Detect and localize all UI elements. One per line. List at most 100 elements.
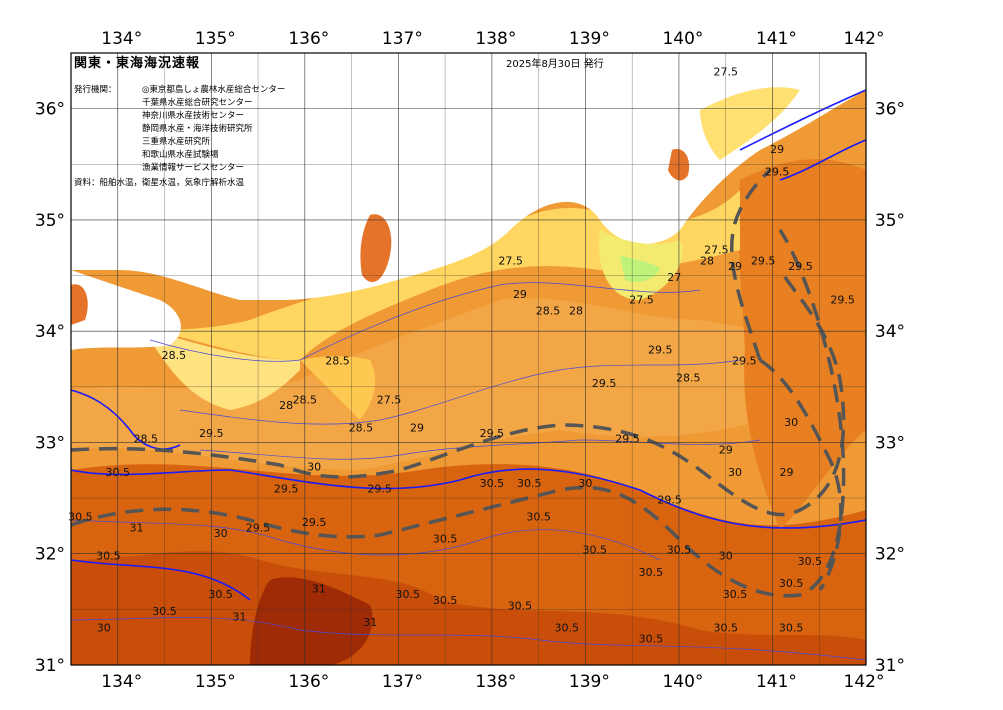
isotherm-label: 27.5 <box>713 65 738 78</box>
latitude-label: 33° <box>875 433 905 453</box>
isotherm-label: 28.5 <box>293 394 318 407</box>
isotherm-label: 28.5 <box>536 304 561 317</box>
isotherm-label: 28 <box>700 254 714 267</box>
issuer-list: 発行機関： ◎東京都島しょ農林水産総合センター 千葉県水産総合研究センター 神奈川県水… <box>74 84 285 175</box>
isotherm-label: 30 <box>578 477 592 490</box>
issuer-indent <box>74 136 142 149</box>
isotherm-label: 31 <box>129 521 143 534</box>
isotherm-label: 27.5 <box>498 254 523 267</box>
longitude-label: 142° <box>844 672 885 692</box>
isotherm-label: 29.5 <box>788 260 813 273</box>
isotherm-label: 27.5 <box>377 394 402 407</box>
isotherm-label: 31 <box>363 616 377 629</box>
issuer-indent <box>74 110 142 123</box>
issuer-name: 千葉県水産総合研究センター <box>142 98 253 108</box>
latitude-label: 31° <box>875 656 905 676</box>
isotherm-label: 30.5 <box>526 510 551 523</box>
latitude-label: 35° <box>35 211 65 231</box>
isotherm-label: 30.5 <box>208 588 233 601</box>
longitude-label: 141° <box>756 29 797 49</box>
issue-date: 2025年8月30日 発行 <box>506 59 604 70</box>
isotherm-label: 30.5 <box>667 544 692 557</box>
issuer-row: 静岡県水産・海洋技術研究所 <box>74 123 285 136</box>
issuer-row: 神奈川県水産技術センター <box>74 110 285 123</box>
issuer-indent <box>74 149 142 162</box>
issuer-indent <box>74 162 142 175</box>
longitude-label: 135° <box>195 29 236 49</box>
longitude-label: 139° <box>569 672 610 692</box>
isotherm-label: 28.5 <box>134 432 159 445</box>
isotherm-label: 30 <box>97 622 111 635</box>
latitude-label: 34° <box>35 322 65 342</box>
longitude-label: 140° <box>662 672 703 692</box>
issuer-name: ◎東京都島しょ農林水産総合センター <box>142 85 286 95</box>
isotherm-label: 30 <box>784 416 798 429</box>
isotherm-label: 29 <box>770 143 784 156</box>
isotherm-label: 30.5 <box>106 466 131 479</box>
isotherm-label: 29.5 <box>648 343 673 356</box>
isotherm-label: 29.5 <box>592 377 617 390</box>
issuer-label: 発行機関： <box>74 85 117 95</box>
longitude-label: 136° <box>288 29 329 49</box>
latitude-labels-right: 31° 32° 33° 34° 35° 36° <box>875 100 905 676</box>
isotherm-label: 30.5 <box>68 510 93 523</box>
longitude-label: 140° <box>662 29 703 49</box>
isotherm-label: 30.5 <box>713 622 738 635</box>
issuer-row: 漁業情報サービスセンター <box>74 162 285 175</box>
latitude-label: 31° <box>35 656 65 676</box>
isotherm-label: 31 <box>312 583 326 596</box>
issuer-name: 三重県水産研究所 <box>142 137 211 147</box>
isotherm-label: 28.5 <box>676 371 701 384</box>
isotherm-label: 30.5 <box>508 599 533 612</box>
isotherm-label: 29.5 <box>615 432 640 445</box>
coastline-lines <box>71 89 866 601</box>
latitude-label: 32° <box>875 545 905 565</box>
map-border <box>70 52 867 666</box>
latitude-label: 32° <box>35 545 65 565</box>
isotherm-label: 30.5 <box>723 588 748 601</box>
isotherm-label: 29 <box>410 421 424 434</box>
isotherm-label: 29 <box>513 288 527 301</box>
isotherm-label: 30.5 <box>554 622 579 635</box>
isotherm-label: 30.5 <box>480 477 505 490</box>
longitude-label: 138° <box>475 29 516 49</box>
isotherm-label: 30.5 <box>152 605 177 618</box>
issuer-row: 千葉県水産総合研究センター <box>74 97 285 110</box>
issuer-indent <box>74 123 142 136</box>
temperature-field <box>71 53 866 665</box>
isotherm-label: 30.5 <box>433 594 458 607</box>
isotherm-label: 28 <box>569 304 583 317</box>
isotherm-label: 30.5 <box>583 544 608 557</box>
isotherm-label: 30.5 <box>639 566 664 579</box>
latitude-label: 33° <box>35 433 65 453</box>
isotherm-label: 30 <box>719 549 733 562</box>
isotherm-label: 30.5 <box>798 555 823 568</box>
longitude-label: 141° <box>756 672 797 692</box>
isotherm-label: 28.5 <box>349 421 374 434</box>
longitude-label: 142° <box>844 29 885 49</box>
isotherm-labels: 27.5 29 28.5 28 27.5 27 28.5 28.5 28.5 28.5 27.5 28… <box>68 65 855 645</box>
isotherm-label: 29.5 <box>751 254 776 267</box>
isotherm-label: 30.5 <box>779 622 804 635</box>
issuer-indent <box>74 97 142 110</box>
longitude-label: 137° <box>382 672 423 692</box>
isotherm-label: 29.5 <box>765 165 790 178</box>
longitude-label: 137° <box>382 29 423 49</box>
issuer-name: 神奈川県水産技術センター <box>142 111 245 121</box>
isotherm-label: 29.5 <box>274 483 299 496</box>
isotherm-lines <box>71 282 866 661</box>
latitude-label: 36° <box>35 100 65 120</box>
isotherm-label: 29.5 <box>732 355 757 368</box>
isotherm-label: 30.5 <box>96 549 121 562</box>
issuer-name: 和歌山県水産試験場 <box>142 150 219 160</box>
isotherm-label: 31 <box>232 610 246 623</box>
isotherm-label: 30.5 <box>433 533 458 546</box>
isotherm-label: 29.5 <box>199 427 224 440</box>
isotherm-label: 29.5 <box>657 494 682 507</box>
isotherm-label: 29.5 <box>302 516 327 529</box>
isotherm-label: 27 <box>667 271 681 284</box>
longitude-label: 136° <box>288 672 329 692</box>
latitude-labels-left: 31° 32° 33° 34° 35° 36° <box>35 100 65 676</box>
longitude-label: 138° <box>475 672 516 692</box>
